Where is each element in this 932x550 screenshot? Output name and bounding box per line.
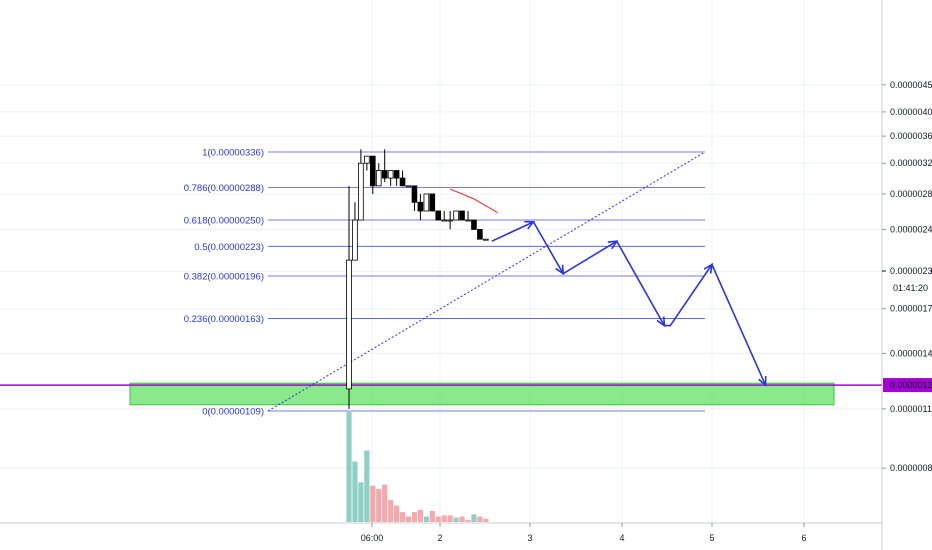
projection-arrowhead bbox=[656, 316, 666, 328]
volume-bar bbox=[477, 516, 483, 522]
candle-body bbox=[459, 210, 465, 221]
volume-bar bbox=[376, 489, 382, 522]
volume-bar bbox=[459, 516, 465, 522]
volume-bar bbox=[453, 517, 459, 522]
volume-bar bbox=[447, 515, 453, 522]
fib-level-label: 0.5(0.00000223) bbox=[194, 242, 264, 253]
price-tick-label: 0.00000085 bbox=[890, 463, 932, 473]
fib-level-label: 0.236(0.00000163) bbox=[184, 314, 264, 325]
grid-lines bbox=[0, 0, 882, 523]
volume-bar bbox=[346, 412, 352, 522]
candle-body bbox=[453, 210, 459, 221]
candle-body bbox=[405, 185, 412, 188]
projection-arrowhead bbox=[524, 220, 536, 230]
projection-arrows[interactable] bbox=[491, 220, 767, 387]
candle-body bbox=[399, 177, 406, 187]
candle-body bbox=[447, 219, 453, 222]
volume-bar bbox=[417, 509, 423, 522]
projection-path[interactable] bbox=[491, 220, 767, 386]
volume-bar bbox=[399, 512, 406, 522]
time-tick-label: 3 bbox=[527, 533, 532, 543]
candle-body bbox=[477, 229, 483, 240]
candle-body bbox=[393, 170, 400, 179]
candle-body bbox=[471, 219, 477, 230]
trend-line[interactable] bbox=[267, 151, 706, 412]
candle-body bbox=[417, 201, 424, 212]
volume-bar bbox=[429, 511, 435, 522]
volume-bar bbox=[352, 461, 358, 522]
volume-bar bbox=[411, 512, 418, 522]
time-tick-label: 6 bbox=[801, 533, 806, 543]
projection-arrowhead bbox=[758, 376, 767, 387]
candle-body bbox=[381, 170, 388, 179]
volume-bar bbox=[423, 516, 429, 522]
moving-average-line bbox=[449, 188, 499, 214]
countdown-label: 01:41:20 bbox=[893, 283, 928, 293]
fib-level-label: 0(0.00000109) bbox=[202, 407, 264, 418]
volume-bar bbox=[382, 484, 388, 522]
candlesticks bbox=[346, 149, 489, 409]
volume-bar bbox=[471, 514, 477, 522]
candle-body bbox=[423, 193, 430, 212]
volume-bar bbox=[405, 516, 412, 522]
fib-level-label: 0.382(0.00000196) bbox=[184, 272, 264, 283]
fib-level-label: 1(0.00000336) bbox=[202, 148, 264, 159]
current-price-tag bbox=[883, 264, 931, 277]
candle-body bbox=[364, 155, 370, 164]
projection-arrowhead bbox=[555, 264, 565, 276]
time-tick-label: 4 bbox=[619, 533, 624, 543]
level-price-label: 0.00000122 bbox=[890, 380, 932, 390]
candle-body bbox=[358, 162, 364, 221]
volume-bar bbox=[358, 482, 364, 522]
candle-body bbox=[441, 219, 447, 222]
volume-bar bbox=[364, 450, 370, 522]
candle-body bbox=[411, 185, 418, 203]
candle-body bbox=[483, 238, 489, 241]
volume-bar bbox=[370, 485, 376, 522]
candle-body bbox=[352, 219, 358, 261]
fib-level-label: 0.786(0.00000288) bbox=[184, 183, 264, 194]
candle-body bbox=[429, 193, 436, 212]
candle-body bbox=[387, 170, 394, 179]
candle-body bbox=[435, 210, 442, 221]
volume-bar bbox=[465, 519, 471, 522]
support-zone bbox=[129, 382, 835, 406]
volume-bar bbox=[435, 516, 441, 522]
projection-arrowhead bbox=[607, 240, 619, 250]
volume-bar bbox=[483, 518, 489, 522]
projection-arrowhead bbox=[703, 263, 713, 274]
level-price-tag[interactable] bbox=[883, 378, 932, 393]
candle-body bbox=[369, 155, 376, 187]
candle-body bbox=[465, 219, 471, 222]
volume-bar bbox=[388, 500, 394, 522]
candle-body bbox=[346, 259, 352, 390]
time-axis[interactable]: 06:00 2 3 4 5 6 bbox=[0, 522, 882, 543]
volume-bars bbox=[346, 412, 489, 522]
volume-bar bbox=[394, 505, 400, 522]
candle-body bbox=[375, 170, 382, 187]
volume-bar bbox=[441, 515, 447, 522]
time-tick-label: 06:00 bbox=[361, 533, 384, 543]
fib-level-label: 0.618(0.00000250) bbox=[184, 216, 264, 227]
time-tick-label: 2 bbox=[437, 533, 442, 543]
fib-retracement[interactable]: 1(0.00000336) 0.786(0.00000288) 0.618(0.00… bbox=[184, 148, 705, 418]
time-tick-label: 5 bbox=[709, 533, 714, 543]
